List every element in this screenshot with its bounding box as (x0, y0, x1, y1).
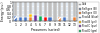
Legend: Grid, Self-gen (B), Self-gen (O), Prod A (blue), Prod B (yel), Prod C (pur), Pro: Grid, Self-gen (B), Self-gen (O), Prod A… (78, 2, 99, 33)
Bar (34, 15, 37, 21)
Bar (58, 17, 62, 21)
Y-axis label: Energy (p.u.): Energy (p.u.) (1, 2, 5, 21)
Bar (58, 2, 62, 17)
Bar (63, 17, 66, 21)
Bar (53, 2, 57, 21)
Bar (73, 17, 76, 21)
Bar (48, 17, 52, 21)
Bar (34, 2, 37, 15)
Bar (19, 2, 22, 17)
Bar (68, 2, 71, 21)
Bar (63, 2, 66, 17)
Bar (44, 2, 47, 17)
Bar (14, 16, 17, 21)
Bar (29, 14, 32, 17)
Bar (29, 17, 32, 21)
Bar (24, 2, 27, 17)
Bar (19, 17, 22, 21)
Bar (44, 17, 47, 21)
Bar (24, 17, 27, 21)
Bar (39, 2, 42, 16)
Bar (29, 2, 32, 14)
Bar (48, 2, 52, 17)
Bar (39, 16, 42, 21)
Bar (73, 2, 76, 17)
X-axis label: Prosumers (sorted): Prosumers (sorted) (31, 28, 59, 32)
Bar (14, 2, 17, 16)
